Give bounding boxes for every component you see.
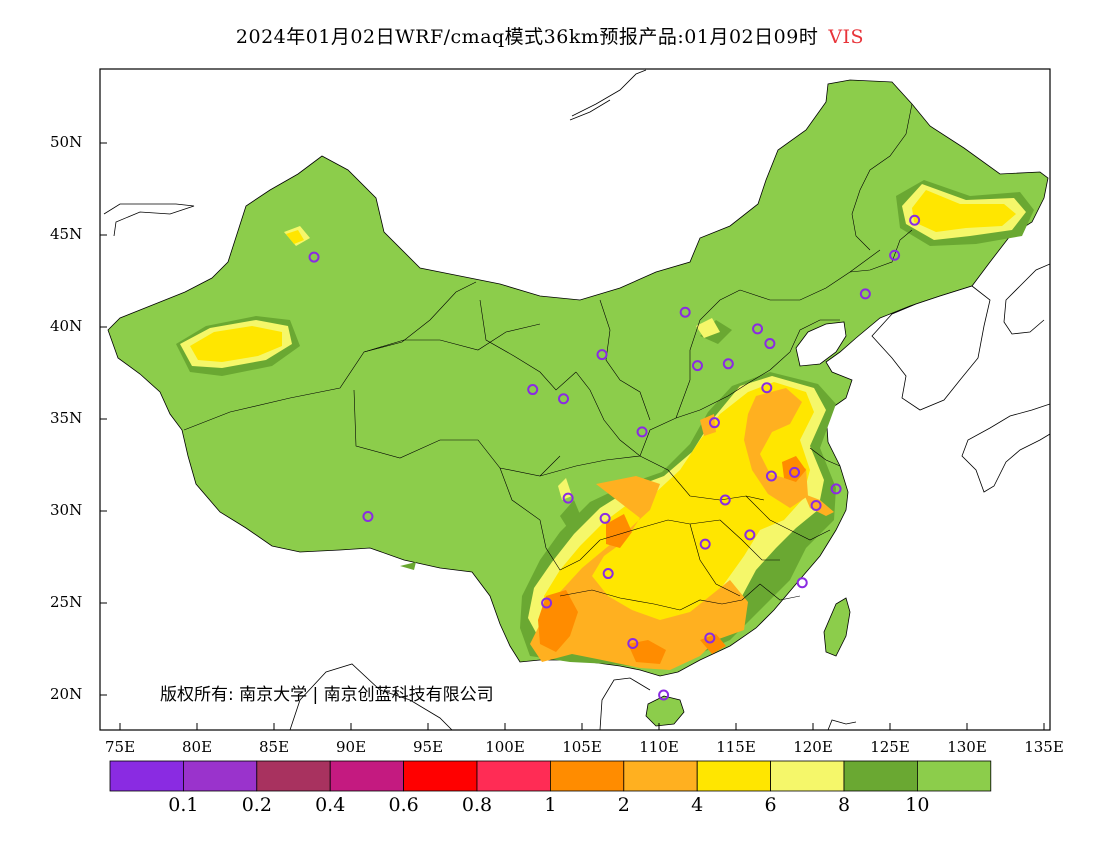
station-marker — [627, 637, 639, 649]
station-marker — [761, 382, 773, 394]
station-marker — [859, 288, 871, 300]
colorbar-swatch — [696, 760, 772, 792]
lon-label-110E: 110E — [639, 738, 679, 756]
bohai-sea — [795, 321, 847, 367]
map-layers — [103, 69, 1050, 730]
lon-label-100E: 100E — [485, 738, 525, 756]
lon-label-75E: 75E — [104, 738, 136, 756]
colorbar-swatch — [550, 760, 625, 792]
station-marker — [889, 249, 901, 261]
colorbar-swatch — [770, 760, 845, 792]
station-marker — [719, 494, 731, 506]
lon-label-105E: 105E — [562, 738, 602, 756]
north-coastline — [569, 69, 647, 121]
lon-label-85E: 85E — [258, 738, 290, 756]
colorbar-label: 2 — [617, 794, 630, 816]
taiwan-island — [823, 597, 851, 657]
korea-peninsula — [871, 285, 991, 411]
station-marker — [692, 360, 703, 372]
colorbar — [109, 760, 992, 792]
station-marker — [527, 384, 539, 396]
colorbar-label: 6 — [764, 794, 777, 816]
colorbar-swatch — [843, 760, 918, 792]
station-marker — [704, 632, 716, 644]
colorbar-swatch — [256, 760, 331, 792]
colorbar-label: 0.8 — [461, 794, 493, 816]
station-marker — [599, 512, 611, 524]
station-marker — [909, 214, 921, 226]
station-marker — [602, 568, 614, 580]
title-main: 2024年01月02日WRF/cmaq模式36km预报产品:01月02日09时 — [235, 26, 819, 48]
station-marker — [796, 577, 808, 589]
southeast-asia-coast — [289, 663, 651, 730]
lon-label-80E: 80E — [181, 738, 213, 756]
hainan-island — [645, 695, 685, 727]
station-marker — [764, 338, 776, 350]
colorbar-label: 10 — [905, 794, 930, 816]
lat-label-40N: 40N — [50, 317, 83, 335]
lat-label-45N: 45N — [50, 225, 83, 243]
colorbar-label: 4 — [691, 794, 704, 816]
luzon-coast — [827, 719, 857, 730]
station-marker — [765, 470, 777, 482]
colorbar-label: 0.4 — [315, 794, 346, 816]
province-boundaries — [183, 103, 913, 611]
lat-label-20N: 20N — [50, 685, 83, 703]
map-title: 2024年01月02日WRF/cmaq模式36km预报产品:01月02日09时 V… — [0, 22, 1100, 49]
lon-label-90E: 90E — [335, 738, 367, 756]
station-marker — [558, 393, 570, 405]
lon-label-120E: 120E — [793, 738, 833, 756]
lon-label-115E: 115E — [716, 738, 756, 756]
colorbar-swatch — [182, 760, 258, 792]
station-marker — [744, 529, 756, 541]
colorbar-label: 0.6 — [388, 794, 419, 816]
station-marker — [541, 597, 553, 609]
lon-label-130E: 130E — [947, 738, 987, 756]
station-marker — [708, 417, 720, 429]
vis-band-1-2 — [538, 456, 806, 664]
colorbar-swatch — [476, 760, 551, 792]
station-marker — [679, 306, 691, 318]
title-variable: VIS — [828, 26, 865, 48]
station-marker — [562, 492, 574, 504]
map-frame — [99, 68, 1051, 731]
station-marker — [596, 349, 608, 361]
station-marker — [752, 323, 764, 335]
lat-label-25N: 25N — [50, 593, 83, 611]
station-marker — [810, 499, 822, 511]
lon-label-95E: 95E — [412, 738, 444, 756]
tick-marks — [100, 142, 1045, 730]
colorbar-label: 8 — [837, 794, 851, 816]
colorbar-label: 0.1 — [168, 794, 199, 816]
japan-outline — [961, 263, 1050, 493]
colorbar-swatch — [917, 760, 992, 792]
lon-label-125E: 125E — [870, 738, 910, 756]
lat-label-50N: 50N — [50, 133, 83, 151]
colorbar-label: 1 — [544, 794, 557, 816]
station-marker — [362, 511, 374, 523]
station-marker — [722, 358, 734, 370]
copyright-notice: 版权所有: 南京大学 | 南京创蓝科技有限公司 — [160, 685, 494, 705]
station-marker — [830, 483, 842, 495]
colorbar-swatch — [109, 760, 184, 792]
station-markers — [308, 214, 921, 701]
colorbar-swatch — [329, 760, 405, 792]
colorbar-label: 0.2 — [241, 794, 272, 816]
station-marker — [658, 689, 670, 701]
station-marker — [699, 538, 711, 550]
colorbar-swatch — [403, 760, 478, 792]
west-coastline — [103, 203, 195, 237]
station-marker — [308, 251, 320, 263]
colorbar-swatch — [623, 760, 698, 792]
lon-label-135E: 135E — [1024, 738, 1064, 756]
station-marker — [789, 466, 801, 478]
lat-label-30N: 30N — [50, 501, 83, 519]
lat-label-35N: 35N — [50, 409, 83, 427]
station-marker — [636, 426, 648, 438]
